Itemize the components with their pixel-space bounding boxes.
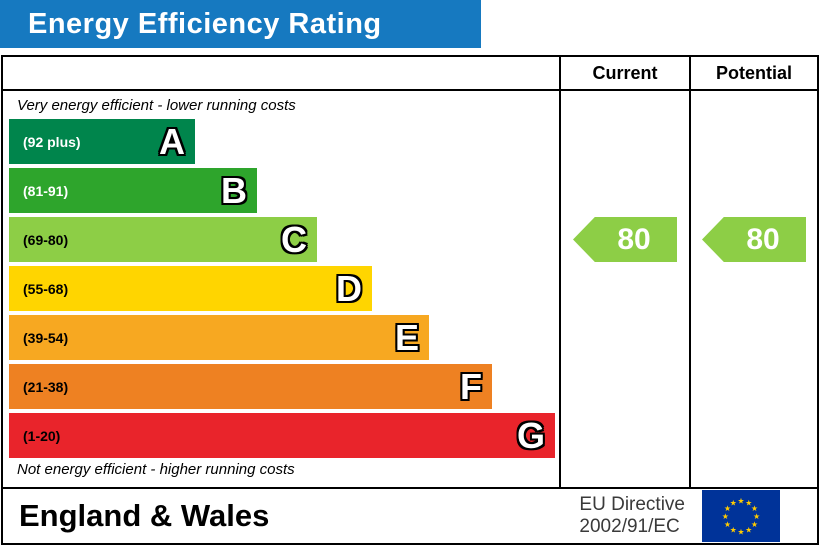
svg-text:★: ★ [738, 528, 745, 537]
band-range: (1-20) [23, 427, 61, 444]
band-c: (69-80) C [9, 217, 317, 262]
band-letter: A [159, 120, 185, 162]
band-letter: C [281, 218, 307, 260]
divider-current-column [559, 57, 561, 487]
band-range: (39-54) [23, 329, 69, 346]
footer-divider [3, 487, 817, 489]
chart-title: Energy Efficiency Rating [28, 7, 382, 40]
band-a: (92 plus) A [9, 119, 195, 164]
band-e: (39-54) E [9, 315, 429, 360]
divider-potential-column [689, 57, 691, 487]
svg-text:★: ★ [724, 504, 731, 513]
footer-row: England & Wales EU Directive 2002/91/EC … [3, 489, 817, 543]
band-g: (1-20) G [9, 413, 555, 458]
band-letter: G [516, 414, 545, 456]
svg-text:★: ★ [738, 496, 745, 505]
svg-text:★: ★ [745, 526, 752, 535]
band-d: (55-68) D [9, 266, 372, 311]
band-b: (81-91) B [9, 168, 257, 213]
svg-text:★: ★ [745, 499, 752, 508]
band-range: (92 plus) [23, 133, 81, 150]
band-range: (81-91) [23, 182, 69, 199]
band-letter: D [336, 267, 362, 309]
column-header-current: Current [592, 62, 658, 83]
note-efficient: Very energy efficient - lower running co… [17, 97, 296, 114]
svg-text:★: ★ [753, 512, 760, 521]
eu-flag-icon: ★ ★ ★ ★ ★ ★ ★ ★ ★ ★ ★ ★ [702, 490, 780, 542]
svg-text:★: ★ [730, 499, 737, 508]
svg-text:★: ★ [722, 512, 729, 521]
header-divider [3, 89, 817, 91]
eu-directive: EU Directive 2002/91/EC [579, 494, 685, 539]
current-rating-value: 80 [617, 222, 651, 256]
current-rating-arrow: 80 [573, 217, 677, 262]
eu-directive-line2: 2002/91/EC [579, 516, 680, 537]
svg-text:★: ★ [751, 520, 758, 529]
potential-rating-arrow: 80 [702, 217, 806, 262]
band-range: (55-68) [23, 280, 69, 297]
rating-bands: (92 plus) A (81-91) B (69-80) C (55-68) … [9, 119, 555, 462]
note-not-efficient: Not energy efficient - higher running co… [17, 461, 295, 478]
eu-directive-line1: EU Directive [579, 493, 685, 515]
eu-flag-background [702, 490, 780, 542]
band-range: (21-38) [23, 378, 69, 395]
band-range: (69-80) [23, 231, 69, 248]
band-letter: F [460, 365, 482, 407]
svg-text:★: ★ [751, 504, 758, 513]
column-header-potential: Potential [715, 62, 792, 83]
band-f: (21-38) F [9, 364, 492, 409]
band-letter: B [221, 169, 247, 211]
svg-text:★: ★ [730, 526, 737, 535]
svg-text:★: ★ [724, 520, 731, 529]
band-letter: E [394, 316, 419, 358]
region-label: England & Wales [19, 498, 270, 533]
rating-table: Current Potential Very energy efficient … [1, 55, 819, 545]
chart-title-bar: Energy Efficiency Rating [0, 0, 481, 48]
potential-rating-value: 80 [746, 222, 780, 256]
